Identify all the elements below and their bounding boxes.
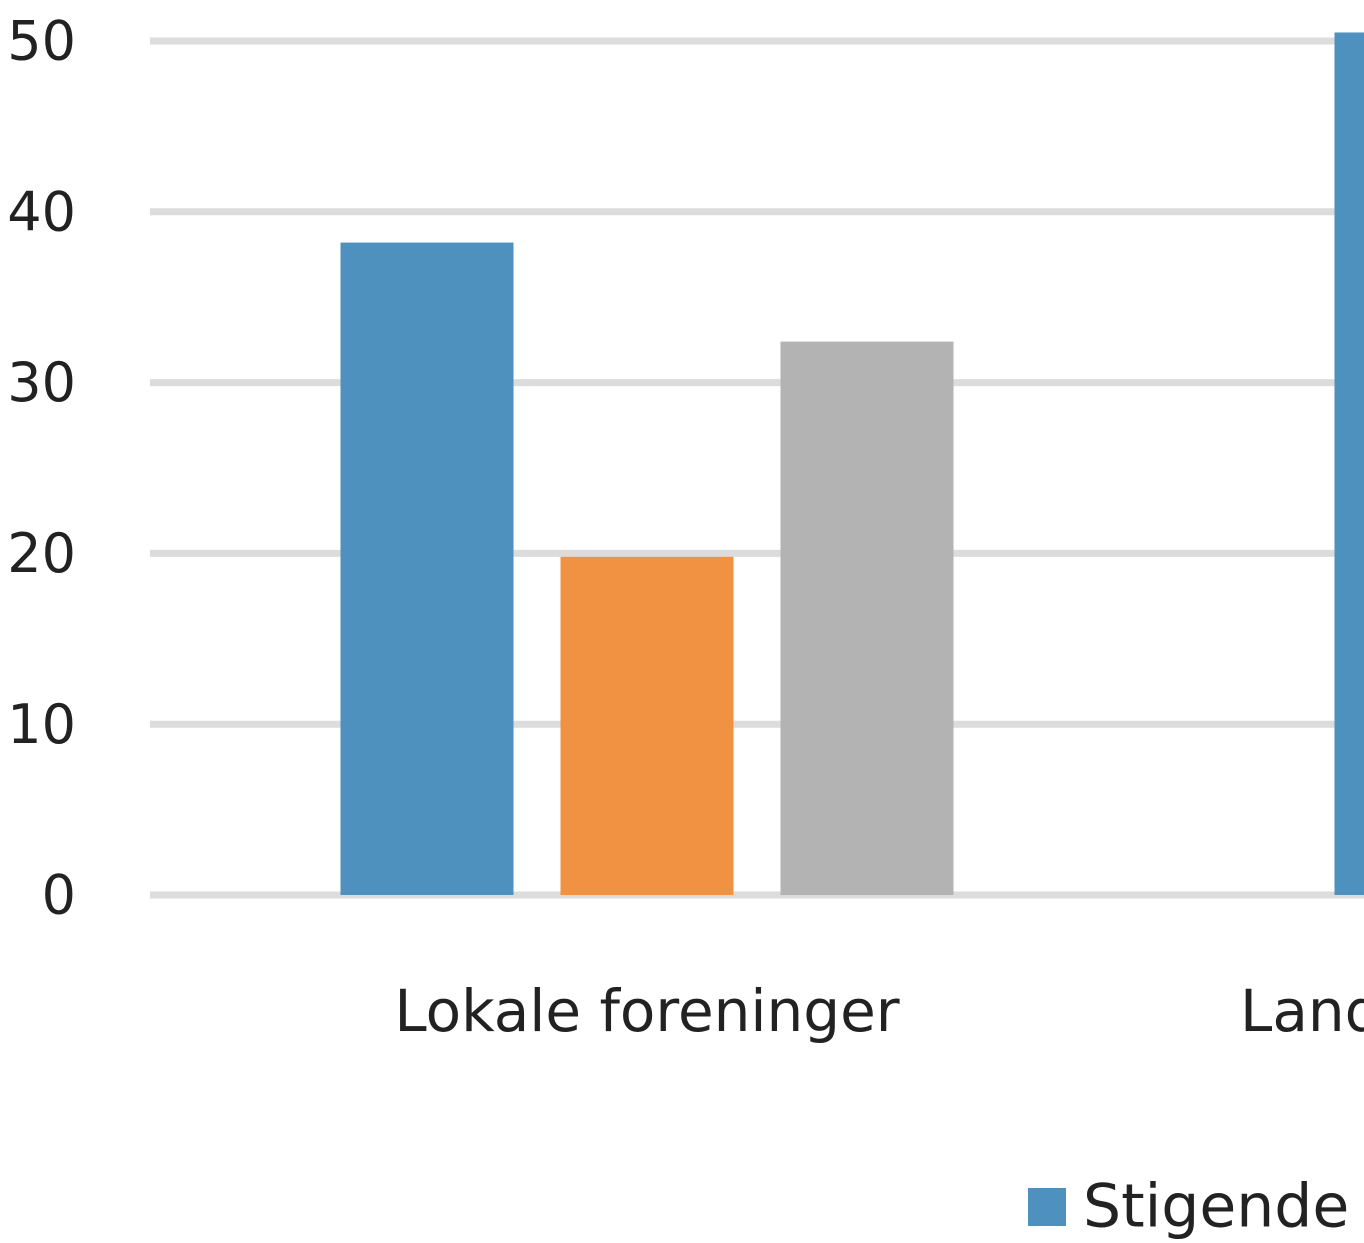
y-tick-label: 50	[7, 10, 76, 73]
y-tick-label: 20	[7, 522, 76, 585]
y-tick-label: 40	[7, 180, 76, 243]
bar	[560, 556, 734, 895]
x-tick-label: Lokale foreninger	[394, 977, 899, 1045]
bar	[340, 242, 514, 895]
y-tick-label: 0	[42, 864, 76, 927]
y-tick-label: 30	[7, 351, 76, 414]
x-tick-label: Land	[1240, 977, 1364, 1045]
legend-label: Stigende	[1083, 1172, 1349, 1242]
legend-swatch	[1028, 1188, 1066, 1226]
y-tick-label: 10	[7, 693, 76, 756]
bar	[780, 341, 954, 895]
bar	[1334, 32, 1364, 895]
